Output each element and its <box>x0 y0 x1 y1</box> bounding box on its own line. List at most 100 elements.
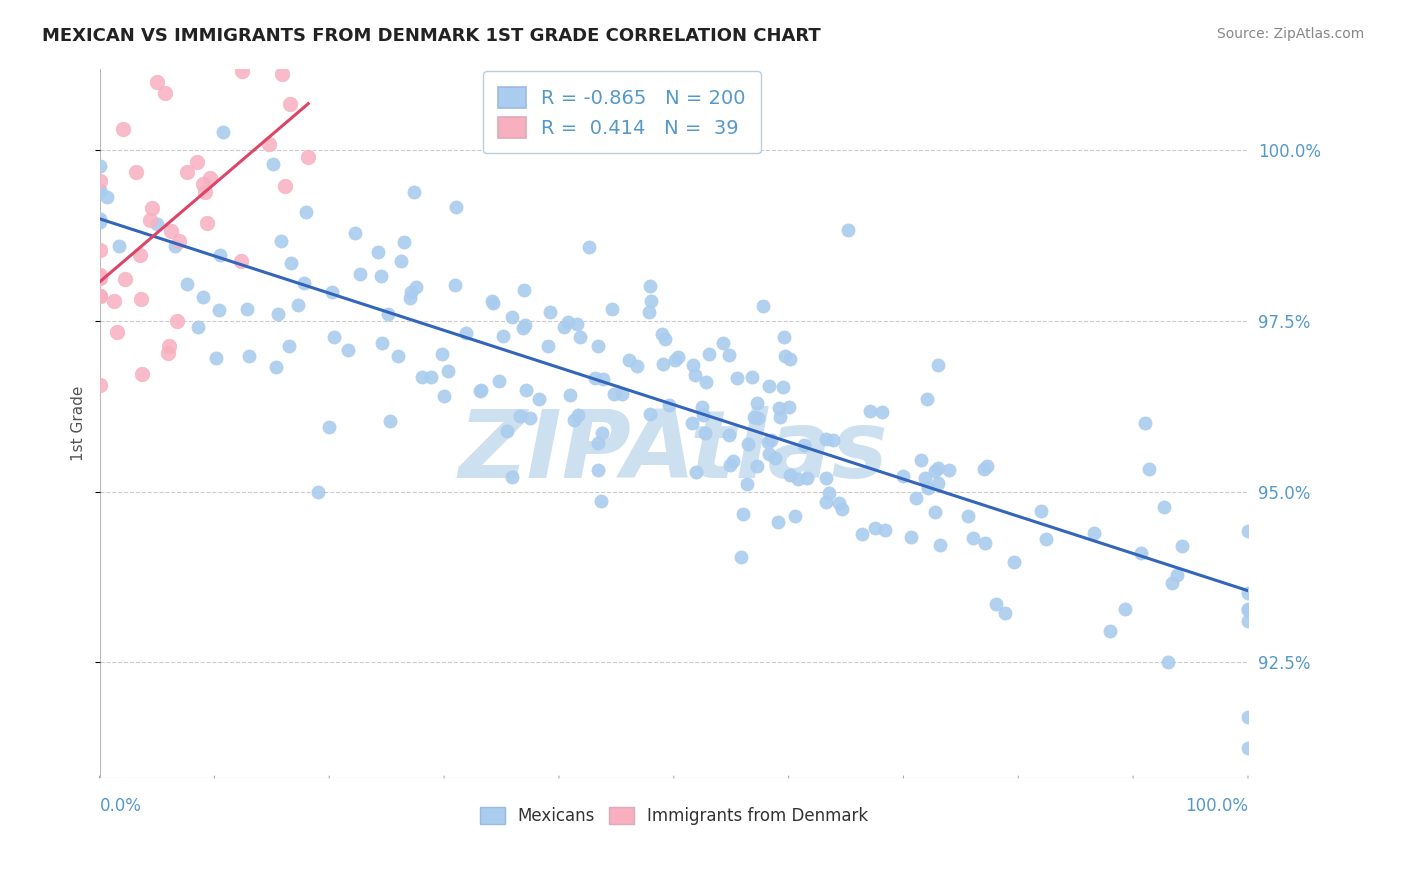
Point <box>1237 602 1260 616</box>
Point <box>496 424 519 438</box>
Point <box>910 452 932 467</box>
Point <box>651 327 673 342</box>
Point <box>433 388 456 402</box>
Point <box>638 305 661 319</box>
Point <box>212 125 235 139</box>
Point <box>721 453 744 467</box>
Point <box>89 183 111 197</box>
Point <box>228 10 250 24</box>
Point <box>515 383 537 397</box>
Point <box>307 484 329 499</box>
Point <box>927 476 949 491</box>
Point <box>229 254 252 268</box>
Text: 0.0%: 0.0% <box>100 797 142 815</box>
Point <box>501 469 523 483</box>
Point <box>538 305 561 319</box>
Point <box>682 358 704 372</box>
Point <box>994 606 1017 620</box>
Point <box>89 174 111 188</box>
Point <box>592 372 614 386</box>
Point <box>786 473 808 487</box>
Point <box>1237 614 1260 628</box>
Point <box>411 370 433 384</box>
Text: 100.0%: 100.0% <box>1185 797 1249 815</box>
Point <box>437 364 460 378</box>
Point <box>204 351 226 365</box>
Point <box>1170 539 1192 553</box>
Point <box>1166 568 1188 582</box>
Point <box>318 419 340 434</box>
Text: MEXICAN VS IMMIGRANTS FROM DENMARK 1ST GRADE CORRELATION CHART: MEXICAN VS IMMIGRANTS FROM DENMARK 1ST G… <box>42 27 821 45</box>
Point <box>349 267 371 281</box>
Point <box>194 186 217 200</box>
Point <box>488 374 510 388</box>
Point <box>89 289 111 303</box>
Point <box>973 462 995 476</box>
Point <box>176 277 198 292</box>
Point <box>537 339 560 353</box>
Legend: R = -0.865   N = 200, R =  0.414   N =  39: R = -0.865 N = 200, R = 0.414 N = 39 <box>482 71 761 153</box>
Point <box>588 435 610 450</box>
Point <box>399 291 422 305</box>
Point <box>370 269 392 284</box>
Point <box>831 502 853 516</box>
Point <box>89 270 111 285</box>
Point <box>718 458 741 472</box>
Point <box>157 346 180 360</box>
Point <box>482 296 505 310</box>
Point <box>773 330 796 344</box>
Point <box>741 369 763 384</box>
Point <box>89 185 111 199</box>
Point <box>235 302 257 317</box>
Point <box>262 157 284 171</box>
Point <box>274 178 297 193</box>
Point <box>208 247 231 261</box>
Point <box>89 270 111 285</box>
Point <box>588 339 610 353</box>
Point <box>778 400 800 414</box>
Point <box>1237 710 1260 724</box>
Point <box>509 409 531 423</box>
Point <box>735 477 758 491</box>
Point <box>321 285 343 300</box>
Point <box>103 294 125 309</box>
Point <box>193 290 215 304</box>
Point <box>387 349 409 363</box>
Point <box>664 353 686 368</box>
Point <box>166 314 188 328</box>
Point <box>512 321 534 335</box>
Point <box>193 177 215 191</box>
Point <box>401 285 423 300</box>
Point <box>287 298 309 312</box>
Point <box>89 159 111 173</box>
Point <box>89 243 111 257</box>
Point <box>768 401 790 416</box>
Point <box>1130 546 1153 560</box>
Point <box>456 326 478 340</box>
Point <box>208 303 231 318</box>
Point <box>405 280 427 294</box>
Point <box>747 411 769 425</box>
Point <box>914 471 936 485</box>
Point <box>924 504 946 518</box>
Point <box>756 434 779 449</box>
Point <box>1237 603 1260 617</box>
Point <box>89 288 111 302</box>
Point <box>837 223 859 237</box>
Point <box>1237 741 1260 756</box>
Point <box>96 190 118 204</box>
Point <box>492 329 515 343</box>
Point <box>129 292 152 306</box>
Point <box>481 293 503 308</box>
Point <box>915 392 938 406</box>
Point <box>444 200 467 214</box>
Point <box>145 75 167 89</box>
Point <box>744 410 766 425</box>
Point <box>146 217 169 231</box>
Point <box>976 458 998 473</box>
Point <box>796 471 818 485</box>
Point <box>758 378 780 392</box>
Point <box>863 521 886 535</box>
Point <box>125 165 148 179</box>
Point <box>557 316 579 330</box>
